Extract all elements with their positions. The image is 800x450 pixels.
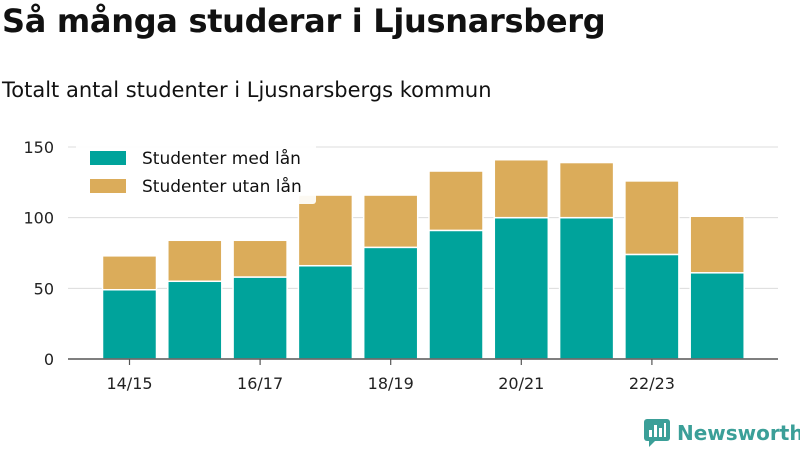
legend-background	[76, 142, 316, 204]
bar-med-lan-19-20	[428, 229, 484, 360]
newsworthy-logo-icon	[644, 419, 670, 447]
bar-utan-lan-23-24	[689, 215, 745, 274]
bar-med-lan-21-22	[558, 216, 615, 360]
x-tick-label: 18/19	[368, 374, 414, 393]
y-tick-label: 0	[44, 350, 54, 369]
x-tick-label: 22/23	[629, 374, 675, 393]
bar-med-lan-23-24	[689, 272, 745, 360]
bar-utan-lan-21-22	[558, 161, 615, 219]
legend-label-studenter-med-lan: Studenter med lån	[142, 148, 301, 169]
x-tick-label: 14/15	[106, 374, 152, 393]
chart-title: Så många studerar i Ljusnarsberg	[2, 2, 606, 40]
bars	[101, 158, 745, 360]
bar-med-lan-18-19	[362, 246, 419, 360]
chart-subtitle: Totalt antal studenter i Ljusnarsbergs k…	[2, 78, 492, 102]
bar-utan-lan-14-15	[101, 255, 158, 291]
bar-med-lan-17-18	[297, 264, 354, 360]
y-tick-label: 150	[23, 138, 54, 157]
y-tick-label: 100	[23, 209, 54, 228]
bar-utan-lan-19-20	[428, 170, 484, 232]
legend-swatch-studenter-utan-lan	[90, 179, 126, 193]
bar-med-lan-22-23	[624, 253, 680, 360]
bar-utan-lan-18-19	[362, 194, 419, 249]
bar-utan-lan-22-23	[624, 180, 680, 256]
y-tick-label: 50	[34, 279, 54, 298]
x-tick-label: 20/21	[498, 374, 544, 393]
stacked-bar-chart: 0 50 100 150 14/15 16/17 18/19 20/21 22/23 Stud…	[23, 138, 778, 393]
bar-utan-lan-17-18	[297, 194, 354, 267]
legend: Studenter med lån Studenter utan lån	[76, 142, 316, 204]
bar-utan-lan-20-21	[493, 158, 550, 219]
bar-med-lan-15-16	[167, 280, 223, 360]
y-axis-ticks: 0 50 100 150	[23, 138, 54, 369]
bar-med-lan-16-17	[232, 276, 288, 360]
brand: Newsworthy	[644, 419, 800, 447]
bar-utan-lan-15-16	[167, 239, 223, 283]
legend-label-studenter-utan-lan: Studenter utan lån	[142, 176, 302, 197]
x-axis-ticks: 14/15 16/17 18/19 20/21 22/23	[106, 359, 675, 393]
bar-med-lan-20-21	[493, 216, 550, 360]
x-tick-label: 16/17	[237, 374, 283, 393]
bar-utan-lan-16-17	[232, 239, 288, 278]
brand-name: Newsworthy	[677, 421, 800, 445]
bar-med-lan-14-15	[101, 288, 158, 360]
legend-swatch-studenter-med-lan	[90, 151, 126, 165]
